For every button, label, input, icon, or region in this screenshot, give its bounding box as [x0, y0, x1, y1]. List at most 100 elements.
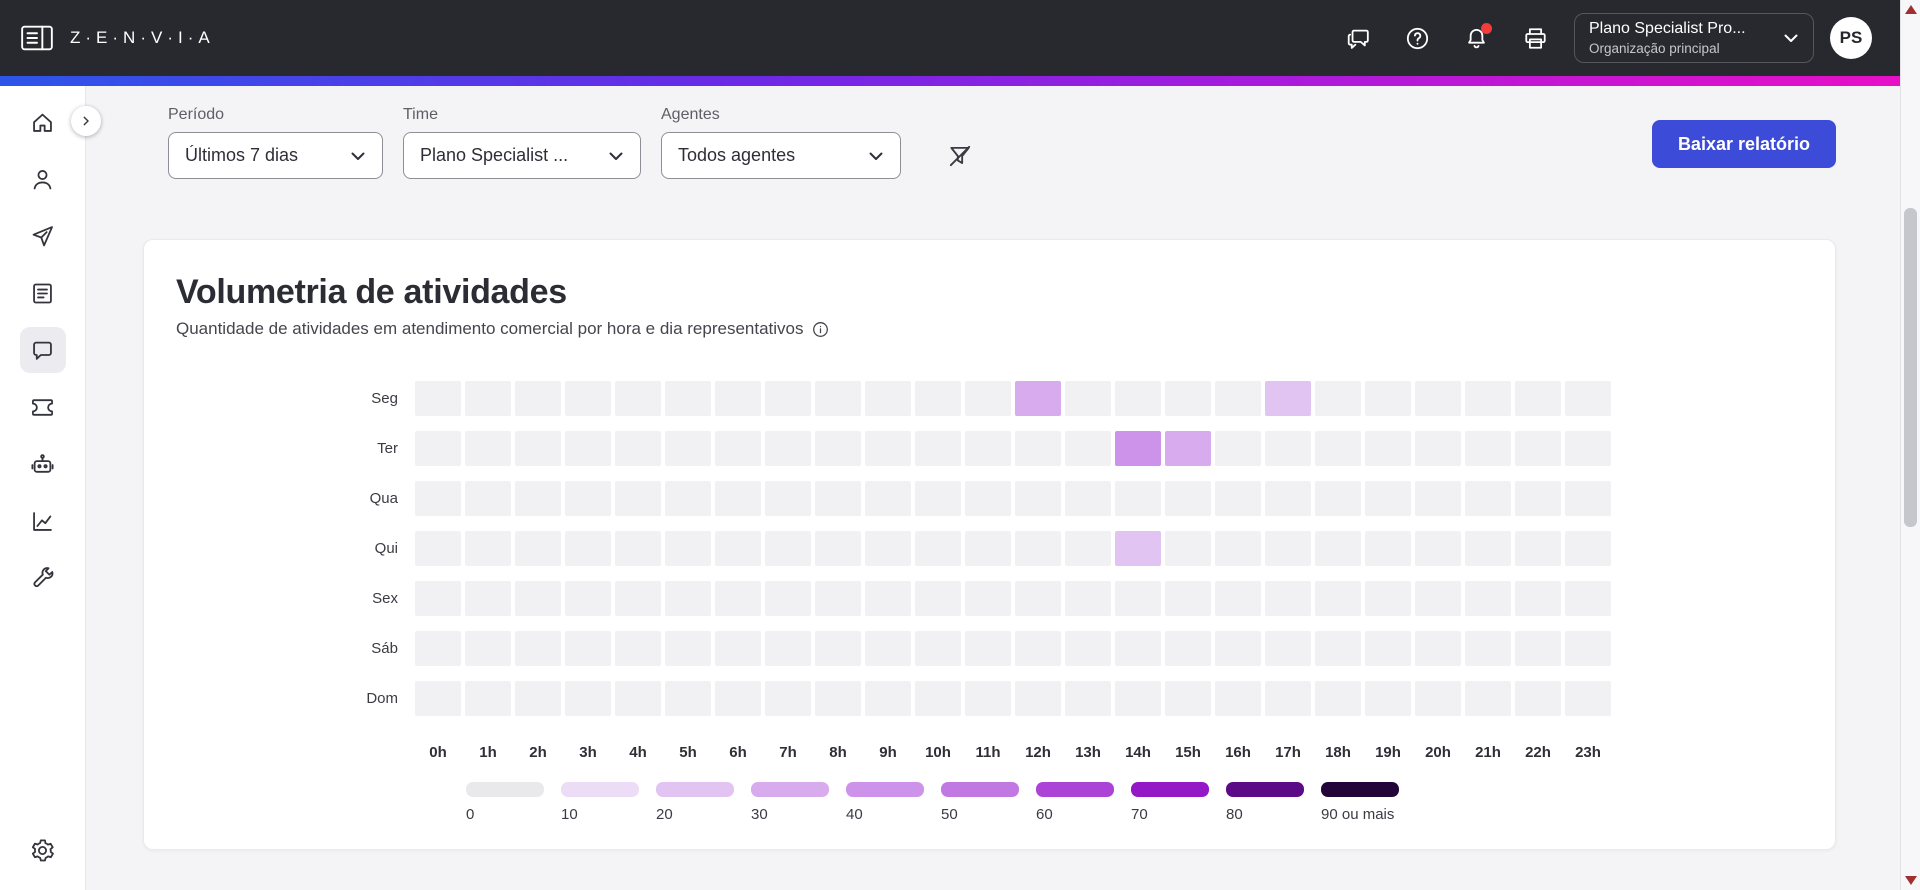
legend-item: 30	[751, 782, 829, 823]
heatmap-cell	[1215, 631, 1261, 666]
heatmap-cell	[1065, 431, 1111, 466]
sidebar-item-analytics[interactable]	[20, 498, 66, 544]
heatmap-cell	[565, 581, 611, 616]
notifications-icon[interactable]	[1461, 23, 1492, 53]
sidebar-item-reports[interactable]	[20, 270, 66, 316]
heatmap-cell	[1415, 381, 1461, 416]
sidebar-item-home[interactable]	[20, 99, 66, 145]
legend-label: 80	[1226, 806, 1243, 823]
legend-label: 30	[751, 806, 768, 823]
avatar[interactable]: PS	[1830, 17, 1872, 59]
heatmap-cell	[415, 531, 461, 566]
heatmap-cell	[1315, 481, 1361, 516]
heatmap-day-label: Sex	[372, 590, 398, 607]
zenvia-logo[interactable]: Z·E·N·V·I·A	[18, 19, 215, 57]
heatmap-cell	[1365, 431, 1411, 466]
heatmap-hour-label: 12h	[1025, 744, 1051, 761]
heatmap-hour-label: 9h	[879, 744, 897, 761]
heatmap-day-label: Seg	[371, 390, 398, 407]
sidebar-item-tickets[interactable]	[20, 384, 66, 430]
heatmap-cell	[1415, 531, 1461, 566]
heatmap-cell	[515, 531, 561, 566]
heatmap-hour-label: 1h	[479, 744, 497, 761]
page-scrollbar[interactable]	[1900, 0, 1920, 890]
legend-swatch	[1131, 782, 1209, 797]
help-icon[interactable]	[1402, 23, 1432, 53]
heatmap-cell	[1215, 431, 1261, 466]
sidebar-expand-button[interactable]	[71, 106, 101, 136]
heatmap-cell	[665, 581, 711, 616]
home-icon	[33, 113, 52, 132]
legend-label: 90 ou mais	[1321, 806, 1395, 823]
heatmap-cell	[1315, 431, 1361, 466]
legend-item: 20	[656, 782, 734, 823]
heatmap-cell	[1115, 531, 1161, 566]
agentes-select[interactable]: Todos agentes	[661, 132, 901, 179]
info-icon[interactable]	[811, 320, 830, 339]
heatmap-hour-label: 7h	[779, 744, 797, 761]
heatmap-cell	[465, 681, 511, 716]
conversations-icon[interactable]	[1343, 23, 1373, 53]
legend-swatch	[561, 782, 639, 797]
periodo-select[interactable]: Últimos 7 dias	[168, 132, 383, 179]
heatmap-cell	[1165, 631, 1211, 666]
heatmap-cell	[1565, 431, 1611, 466]
legend-label: 20	[656, 806, 673, 823]
heatmap-cell	[1015, 481, 1061, 516]
scrollbar-up-arrow[interactable]	[1905, 5, 1917, 14]
heatmap-cell	[565, 631, 611, 666]
sidebar-item-chat[interactable]	[19, 327, 66, 373]
heatmap-cell	[1515, 431, 1561, 466]
heatmap-cell	[915, 431, 961, 466]
heatmap-cell	[415, 431, 461, 466]
filter-agentes-label: Agentes	[661, 106, 720, 123]
heatmap-cell	[515, 431, 561, 466]
legend-item: 60	[1036, 782, 1114, 823]
heatmap-cell	[715, 381, 761, 416]
chevron-down-icon	[351, 152, 365, 160]
heatmap-hour-label: 3h	[579, 744, 597, 761]
robot-icon	[31, 453, 54, 473]
heatmap-cell	[465, 481, 511, 516]
heatmap-cell	[665, 381, 711, 416]
heatmap-hour-label: 2h	[529, 744, 547, 761]
chevron-down-icon	[609, 152, 623, 160]
heatmap-hour-label: 19h	[1375, 744, 1401, 761]
download-report-button[interactable]: Baixar relatório	[1651, 120, 1836, 168]
scrollbar-down-arrow[interactable]	[1905, 876, 1917, 885]
heatmap-cell	[1265, 581, 1311, 616]
heatmap-hour-label: 17h	[1275, 744, 1301, 761]
heatmap-cell	[1565, 631, 1611, 666]
heatmap-cell	[915, 481, 961, 516]
legend-label: 10	[561, 806, 578, 823]
printer-icon[interactable]	[1520, 23, 1550, 53]
heatmap-cell	[815, 431, 861, 466]
clear-filters-button[interactable]	[943, 139, 977, 173]
heatmap-cell	[915, 531, 961, 566]
heatmap-cell	[1115, 581, 1161, 616]
heatmap-cell	[565, 431, 611, 466]
heatmap-cell	[665, 481, 711, 516]
heatmap-cell	[665, 531, 711, 566]
sidebar-item-settings[interactable]	[20, 827, 66, 873]
sidebar-item-contacts[interactable]	[20, 156, 66, 202]
heatmap-cell	[1465, 481, 1511, 516]
news-icon	[33, 283, 52, 303]
card-subtitle: Quantidade de atividades em atendimento …	[176, 319, 804, 338]
organization-selector[interactable]: Plano Specialist Pro... Organização prin…	[1574, 13, 1814, 63]
sidebar-item-send[interactable]	[20, 213, 66, 259]
heatmap-cell	[1565, 531, 1611, 566]
heatmap-day-label: Dom	[366, 690, 398, 707]
sidebar-item-tools[interactable]	[20, 555, 66, 601]
heatmap-cell	[815, 631, 861, 666]
heatmap-cell	[865, 381, 911, 416]
organization-subtitle: Organização principal	[1589, 41, 1720, 56]
heatmap-cell	[1065, 381, 1111, 416]
heatmap-hour-label: 22h	[1525, 744, 1551, 761]
scrollbar-thumb[interactable]	[1904, 208, 1917, 527]
heatmap-cell	[1015, 431, 1061, 466]
time-select[interactable]: Plano Specialist ...	[403, 132, 641, 179]
heatmap-cell	[1465, 681, 1511, 716]
sidebar-item-bot[interactable]	[20, 441, 66, 487]
heatmap-cell	[1415, 431, 1461, 466]
